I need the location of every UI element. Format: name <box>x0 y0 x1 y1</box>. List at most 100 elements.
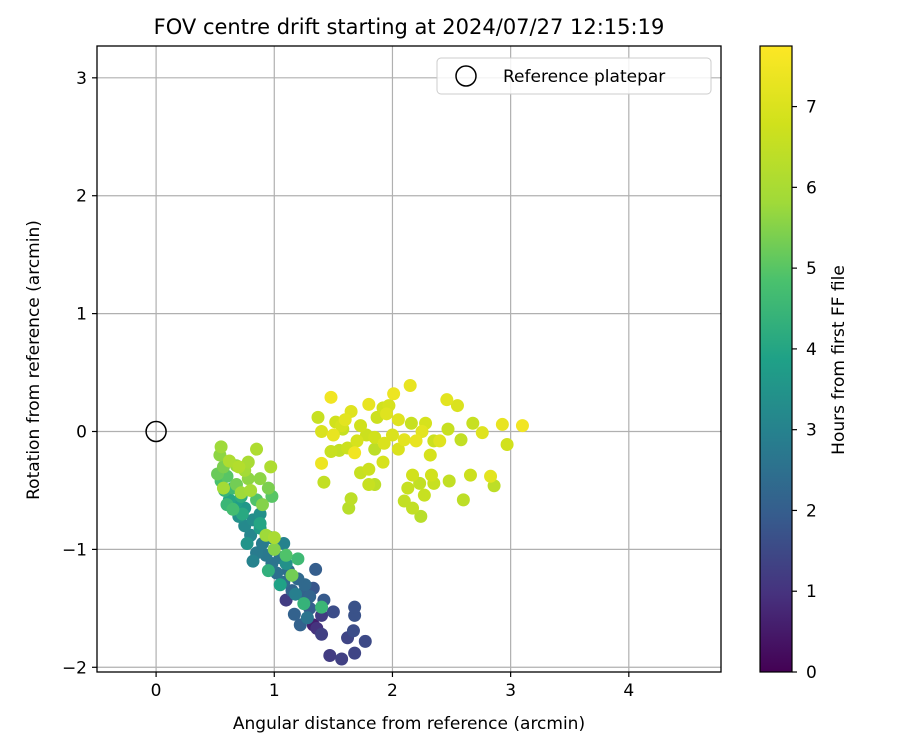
data-point <box>226 502 240 516</box>
data-point <box>324 445 338 459</box>
data-point <box>397 433 411 447</box>
legend: Reference platepar <box>436 57 712 95</box>
data-point <box>300 611 314 625</box>
data-point <box>417 488 431 502</box>
data-point <box>409 434 423 448</box>
legend-box <box>436 57 712 95</box>
data-point <box>323 648 337 662</box>
y-tick-label: 3 <box>76 69 87 89</box>
data-point <box>406 501 420 515</box>
data-point <box>484 469 498 483</box>
data-point <box>273 578 287 592</box>
data-point <box>338 413 352 427</box>
data-point <box>267 531 281 545</box>
legend-marker <box>455 65 477 87</box>
data-point <box>255 498 269 512</box>
data-point <box>324 390 338 404</box>
reference-marker <box>145 420 167 443</box>
data-point <box>244 483 258 497</box>
colorbar-tick-label: 6 <box>806 178 817 198</box>
data-point <box>423 448 437 462</box>
data-point <box>415 425 429 439</box>
y-tick-label: 0 <box>76 423 87 443</box>
colorbar-tick-label: 4 <box>806 340 817 360</box>
data-point <box>222 454 236 468</box>
x-tick-label: 1 <box>269 681 280 701</box>
data-point <box>377 436 391 450</box>
colorbar-gradient <box>759 45 793 673</box>
x-tick-label: 4 <box>623 681 634 701</box>
data-point <box>358 634 372 648</box>
data-point <box>350 434 364 448</box>
legend-label: Reference platepar <box>503 67 665 87</box>
data-point <box>475 426 489 440</box>
scatter-points <box>211 379 529 666</box>
data-point <box>287 607 301 621</box>
data-point <box>515 419 529 433</box>
colorbar-ticks: 0 1 2 3 4 5 6 7 <box>792 98 817 683</box>
data-point <box>368 430 382 444</box>
data-point <box>253 472 267 486</box>
data-point <box>466 416 480 430</box>
data-point <box>362 478 376 492</box>
data-point <box>261 481 275 495</box>
data-point <box>403 379 417 393</box>
data-point <box>495 417 509 431</box>
data-point <box>344 492 358 506</box>
data-point <box>391 413 405 427</box>
data-point <box>315 456 329 470</box>
data-point <box>404 416 418 430</box>
x-tick-label: 3 <box>505 681 516 701</box>
data-point <box>289 587 303 601</box>
data-point <box>261 564 275 578</box>
data-point <box>442 474 456 488</box>
data-point <box>456 493 470 507</box>
colorbar-tick-label: 7 <box>806 98 817 118</box>
data-point <box>441 422 455 436</box>
data-point <box>348 446 362 460</box>
plot-frame <box>96 45 722 673</box>
y-axis-label: Rotation from reference (arcmin) <box>24 220 44 500</box>
data-point <box>463 468 477 482</box>
x-tick-label: 0 <box>151 681 162 701</box>
x-axis-ticks: 0 1 2 3 4 <box>151 672 634 701</box>
data-point <box>285 568 299 582</box>
data-point <box>368 442 382 456</box>
colorbar-tick-label: 1 <box>806 582 817 602</box>
colorbar-tick-label: 2 <box>806 501 817 521</box>
data-point <box>279 593 293 607</box>
data-point <box>391 442 405 456</box>
y-tick-label: −2 <box>62 658 87 678</box>
data-point <box>433 434 447 448</box>
colorbar-tick-label: 3 <box>806 421 817 441</box>
data-point <box>277 536 291 550</box>
data-point <box>335 652 349 666</box>
data-point <box>380 407 394 421</box>
data-point <box>250 442 264 456</box>
data-point <box>264 460 278 474</box>
data-point <box>348 600 362 614</box>
data-point <box>253 516 267 530</box>
x-axis-label: Angular distance from reference (arcmin) <box>233 714 585 734</box>
y-tick-label: 1 <box>76 305 87 325</box>
chart-title: FOV centre drift starting at 2024/07/27 … <box>154 15 665 39</box>
data-point <box>311 410 325 424</box>
data-point <box>414 509 428 523</box>
data-point <box>297 597 311 611</box>
grid-lines <box>97 46 721 672</box>
data-point <box>315 627 329 641</box>
data-point <box>291 552 305 566</box>
data-point <box>232 460 246 474</box>
data-point <box>216 481 230 495</box>
data-point <box>354 419 368 433</box>
colorbar: 0 1 2 3 4 5 6 7 Hours from first FF file <box>759 45 849 683</box>
data-point <box>387 387 401 401</box>
y-axis-ticks: 3 2 1 0 −1 −2 <box>62 69 97 678</box>
data-point <box>214 440 228 454</box>
y-tick-label: −1 <box>62 540 87 560</box>
y-tick-label: 2 <box>76 187 87 207</box>
data-point <box>362 397 376 411</box>
data-point <box>348 646 362 660</box>
data-point <box>309 562 323 576</box>
